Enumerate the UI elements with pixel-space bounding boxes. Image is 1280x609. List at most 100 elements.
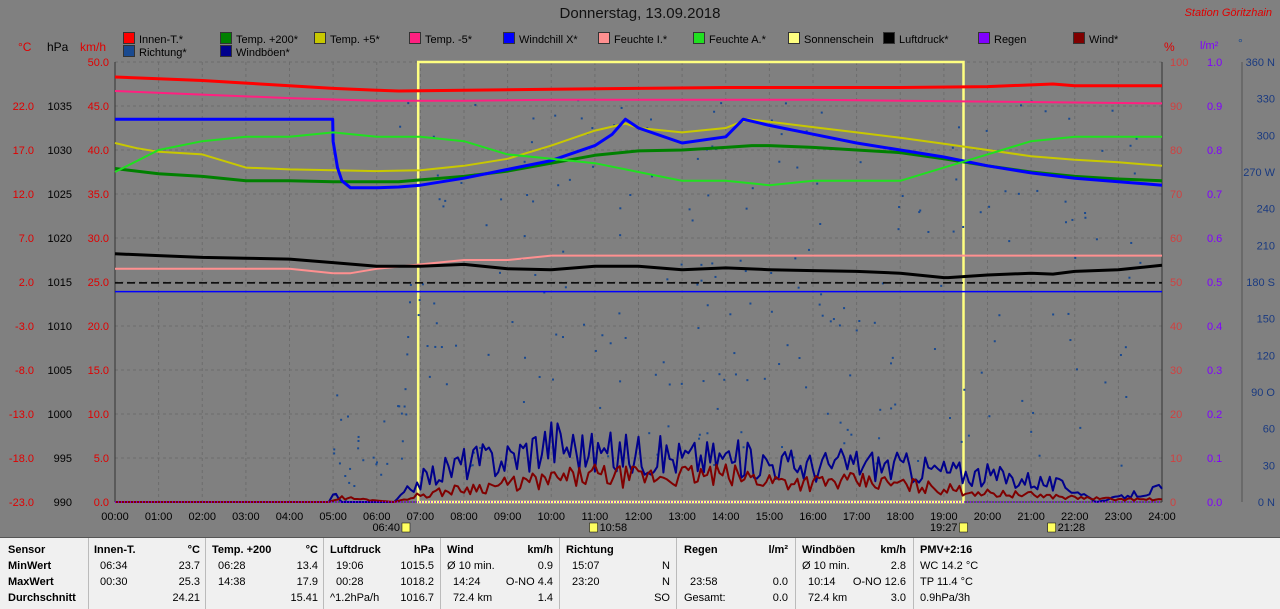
direction-dot — [666, 278, 669, 281]
direction-unit-label: ° — [1238, 36, 1243, 50]
series-line — [115, 117, 1163, 190]
wind-tick-label: 35.0 — [88, 189, 109, 201]
temp-tick-label: 7.0 — [19, 233, 34, 245]
direction-dot — [798, 357, 801, 360]
direction-dot — [1079, 426, 1082, 429]
x-tick-label: 04:00 — [276, 511, 304, 523]
direction-dot — [1095, 238, 1098, 241]
pressure-tick-label: 995 — [54, 453, 72, 465]
direction-dot — [471, 464, 474, 467]
legend-item[interactable]: Temp. +200* — [220, 32, 298, 46]
direction-dot — [821, 314, 824, 317]
legend-swatch — [598, 32, 610, 44]
direction-dot — [357, 447, 360, 450]
stats-innen-unit: °C — [187, 544, 200, 556]
direction-dot — [1111, 109, 1114, 112]
direction-dot — [891, 356, 894, 359]
rain-unit-label: l/m² — [1200, 40, 1219, 52]
sunset-marker — [959, 522, 968, 533]
direction-dot — [1128, 276, 1131, 279]
legend-item[interactable]: Luftdruck* — [883, 32, 949, 46]
legend-item[interactable]: Regen — [978, 32, 1026, 46]
direction-dot — [1101, 149, 1104, 152]
pressure-tick-label: 1020 — [48, 233, 72, 245]
legend-item[interactable]: Windchill X* — [503, 32, 578, 46]
temp-unit-label: °C — [18, 40, 32, 54]
direction-dot — [702, 380, 705, 383]
legend-item[interactable]: Windböen* — [220, 45, 290, 59]
direction-dot — [1119, 354, 1122, 357]
legend-item[interactable]: Sonnenschein — [788, 32, 874, 46]
direction-dot — [667, 425, 670, 428]
direction-dot — [538, 375, 541, 378]
pressure-tick-label: 1035 — [48, 101, 72, 113]
direction-dot — [957, 126, 960, 129]
stats-wind-r3: 1.4 — [537, 592, 553, 604]
rain-tick-label: 0.6 — [1207, 233, 1222, 245]
stats-pmv-r1: WC 14.2 °C — [920, 560, 979, 572]
direction-dot — [988, 415, 991, 418]
wind-tick-label: 15.0 — [88, 365, 109, 377]
direction-dot — [794, 257, 797, 260]
direction-dot — [349, 467, 352, 470]
series-line — [114, 118, 1163, 173]
direction-dot — [998, 314, 1001, 317]
legend-item[interactable]: Temp. -5* — [409, 32, 472, 46]
direction-dot — [564, 286, 567, 289]
legend-label: Windchill X* — [519, 34, 578, 46]
direction-dot — [1032, 411, 1035, 414]
legend-item[interactable]: Feuchte I.* — [598, 32, 667, 46]
direction-dot — [967, 434, 970, 437]
sunrise-label: 06:40 — [372, 522, 400, 534]
direction-dot — [417, 314, 420, 317]
direction-dot — [700, 279, 703, 282]
stats-windboeen-header: Windböen — [802, 544, 856, 556]
direction-dot — [734, 373, 737, 376]
legend-item[interactable]: Feuchte A.* — [693, 32, 766, 46]
direction-dot — [846, 428, 849, 431]
direction-dot — [881, 282, 884, 285]
direction-dot — [445, 383, 448, 386]
direction-dot — [455, 344, 458, 347]
legend-swatch — [220, 32, 232, 44]
stats-innen-avg: 24.21 — [172, 592, 200, 604]
direction-dot — [898, 206, 901, 209]
stats-luftdruck-avg: 1016.7 — [400, 592, 434, 604]
legend-item[interactable]: Temp. +5* — [314, 32, 380, 46]
direction-dot — [487, 353, 490, 356]
direction-dot — [580, 117, 583, 120]
direction-dot — [530, 141, 533, 144]
direction-dot — [711, 262, 714, 265]
direction-dot — [792, 456, 795, 459]
x-tick-label: 12:00 — [625, 511, 653, 523]
chart-title: Donnerstag, 13.09.2018 — [559, 5, 721, 22]
direction-tick-label: 90 O — [1251, 387, 1275, 399]
pressure-tick-label: 1030 — [48, 145, 72, 157]
legend-item[interactable]: Wind* — [1073, 32, 1118, 46]
stats-temp200: Temp. +200 °C 06:28 13.4 14:38 17.9 15.4… — [212, 542, 318, 608]
stats-luftdruck-max: 1018.2 — [400, 576, 434, 588]
direction-dot — [568, 178, 571, 181]
stats-temp200-header: Temp. +200 — [212, 544, 272, 556]
legend-item[interactable]: Innen-T.* — [123, 32, 184, 46]
direction-dot — [404, 388, 407, 391]
direction-dot — [879, 408, 882, 411]
stats-pmv: PMV+2:16 WC 14.2 °C TP 11.4 °C 0.9hPa/3h — [920, 542, 1040, 608]
stats-innen-header: Innen-T. — [94, 544, 136, 556]
direction-dot — [583, 323, 586, 326]
stats-windboeen-r3: 3.0 — [890, 592, 906, 604]
direction-dot — [562, 250, 565, 253]
stats-regen-r2: 0.0 — [772, 576, 788, 588]
temp-tick-label: -18.0 — [9, 453, 34, 465]
direction-dot — [781, 446, 784, 449]
legend-item[interactable]: Richtung* — [123, 45, 187, 59]
direction-dot — [700, 263, 703, 266]
direction-dot — [1125, 395, 1128, 398]
row-label-avg: Durchschnitt — [8, 592, 76, 604]
direction-dot — [1008, 240, 1011, 243]
legend-label: Innen-T.* — [139, 34, 184, 46]
moon-marker — [1047, 522, 1056, 533]
direction-tick-label: 180 S — [1246, 277, 1275, 289]
direction-dot — [952, 230, 955, 233]
direction-dot — [933, 348, 936, 351]
